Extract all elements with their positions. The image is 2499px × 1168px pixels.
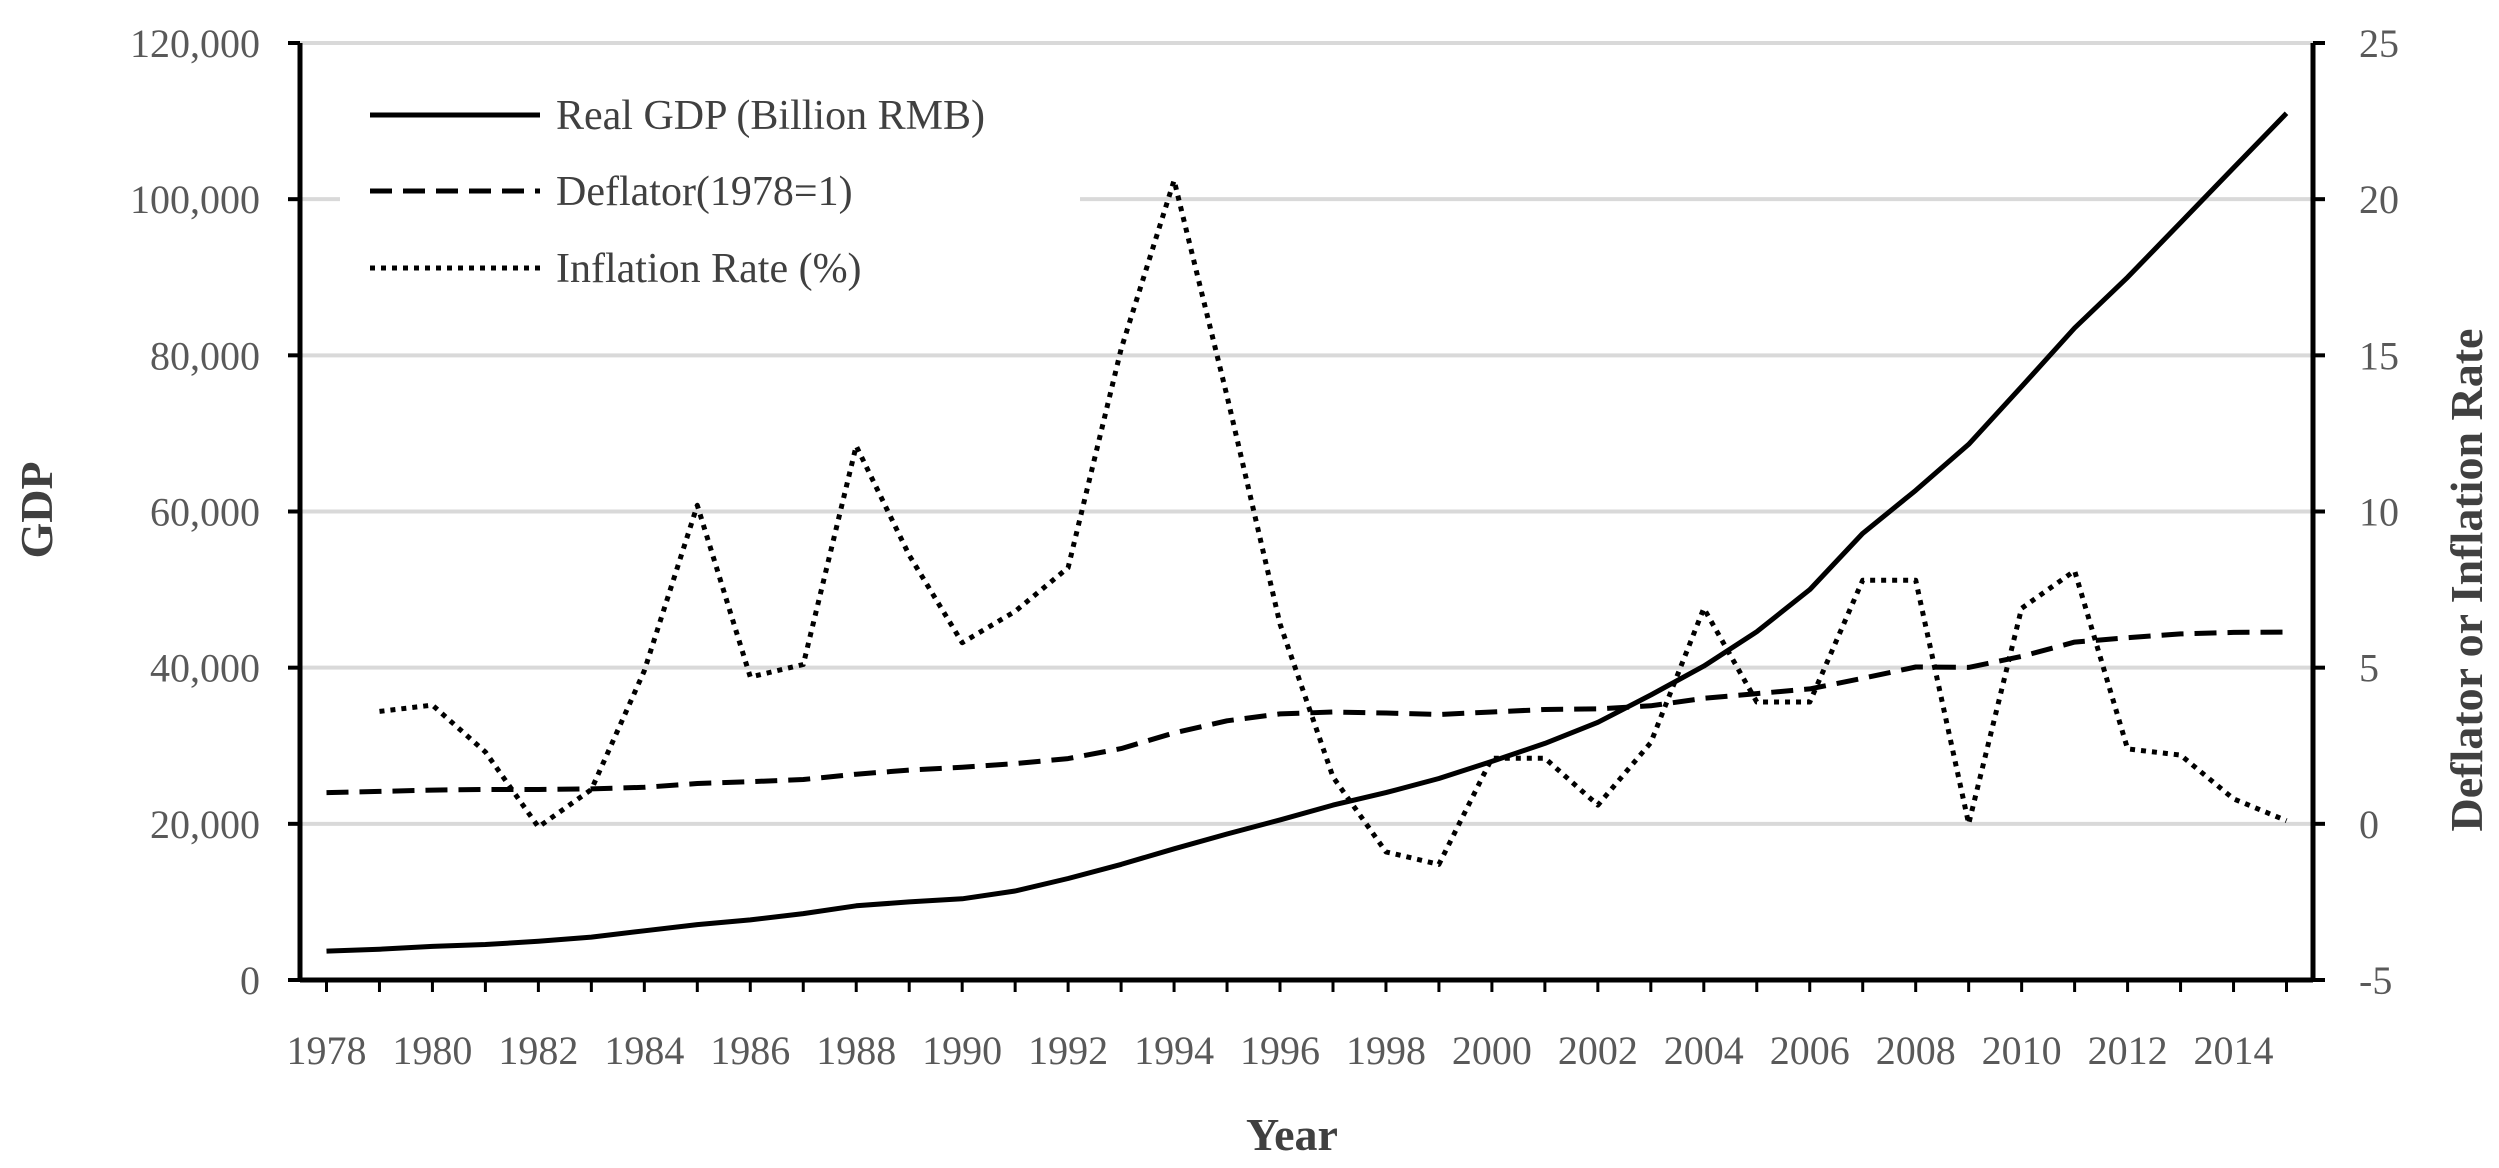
y-tick-label-3: 60,000 — [150, 490, 260, 535]
x-tick-label-7: 1992 — [1028, 1028, 1108, 1073]
x-tick-label-6: 1990 — [922, 1028, 1002, 1073]
x-tick-label-0: 1978 — [286, 1028, 366, 1073]
y2-tick-label-3: 10 — [2359, 490, 2399, 535]
x-tick-label-1: 1980 — [392, 1028, 472, 1073]
y-tick-label-4: 80,000 — [150, 333, 260, 378]
legend-label-deflator: Deflator(1978=1) — [556, 169, 853, 215]
x-tick-label-13: 2004 — [1664, 1028, 1744, 1073]
y-tick-label-2: 40,000 — [150, 646, 260, 691]
y2-tick-label-0: -5 — [2359, 958, 2392, 1003]
x-tick-label-14: 2006 — [1770, 1028, 1850, 1073]
legend-background — [340, 70, 1080, 305]
y-tick-label-5: 100,000 — [130, 177, 260, 222]
y2-tick-label-4: 15 — [2359, 333, 2399, 378]
legend-label-inflation: Inflation Rate (%) — [556, 246, 862, 292]
x-tick-label-11: 2000 — [1452, 1028, 1532, 1073]
x-tick-label-3: 1984 — [604, 1028, 684, 1073]
series-line-2 — [379, 177, 2288, 867]
series-line-0 — [326, 111, 2289, 954]
x-tick-label-5: 1988 — [816, 1028, 896, 1073]
x-tick-label-10: 1998 — [1346, 1028, 1426, 1073]
series-line-1 — [326, 629, 2287, 796]
y2-axis-title: Deflator or Inflation Rate — [2441, 329, 2492, 832]
y-tick-label-1: 20,000 — [150, 802, 260, 847]
x-tick-label-16: 2010 — [1982, 1028, 2062, 1073]
axes — [288, 41, 2325, 992]
y2-tick-label-1: 0 — [2359, 802, 2379, 847]
x-tick-label-12: 2002 — [1558, 1028, 1638, 1073]
x-tick-label-2: 1982 — [498, 1028, 578, 1073]
series-layer — [326, 111, 2289, 954]
x-tick-label-4: 1986 — [710, 1028, 790, 1073]
y-axis-title: GDP — [11, 461, 62, 558]
x-tick-label-8: 1994 — [1134, 1028, 1214, 1073]
legend-label-real-gdp: Real GDP (Billion RMB) — [556, 93, 985, 139]
x-tick-label-18: 2014 — [2194, 1028, 2274, 1073]
legend: Real GDP (Billion RMB) Deflator(1978=1) … — [370, 93, 985, 292]
y2-tick-label-5: 20 — [2359, 177, 2399, 222]
x-tick-label-9: 1996 — [1240, 1028, 1320, 1073]
legend-box — [340, 70, 1080, 305]
y-tick-label-0: 0 — [240, 958, 260, 1003]
tick-labels: 0 20,000 40,000 60,000 80,000 100,000 120,000 -… — [130, 21, 2399, 1073]
y2-tick-label-2: 5 — [2359, 646, 2379, 691]
y-tick-label-6: 120,000 — [130, 21, 260, 66]
x-axis-title: Year — [1246, 1109, 1338, 1160]
x-tick-label-17: 2012 — [2088, 1028, 2168, 1073]
y2-tick-label-6: 25 — [2359, 21, 2399, 66]
x-tick-label-15: 2008 — [1876, 1028, 1956, 1073]
